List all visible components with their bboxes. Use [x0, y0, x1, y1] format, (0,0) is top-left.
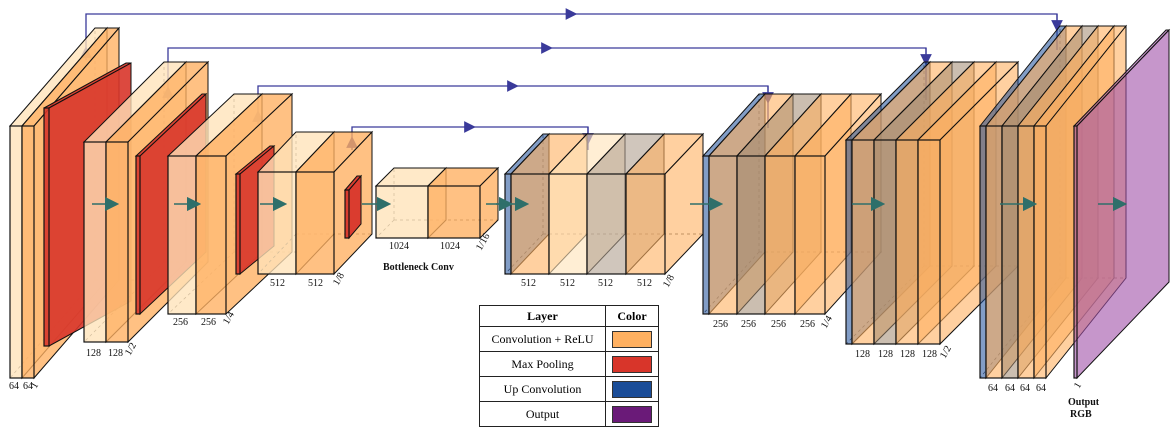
- enc4-ch1-label: 512: [270, 278, 285, 289]
- dec4-scale-label: 1/8: [661, 273, 677, 290]
- legend-pool-swatch: [612, 355, 652, 373]
- dec4-ch1-label: 512: [521, 278, 536, 289]
- legend-conv-label: Convolution + ReLU: [479, 326, 606, 352]
- legend-upconv-swatch: [612, 380, 652, 398]
- legend-row-conv: Convolution + ReLU: [479, 326, 659, 352]
- dec2-ch3-label: 128: [900, 349, 915, 360]
- bottleneck-ch2-label: 1024: [440, 241, 460, 252]
- enc2-scale-label: 1/2: [123, 341, 139, 358]
- enc1-ch2-label: 64: [23, 381, 33, 392]
- bottleneck-ch1-label: 1024: [389, 241, 409, 252]
- dec4-conv-d: [624, 132, 705, 276]
- dec3-ch2-label: 256: [741, 319, 756, 330]
- skip-connection-level1: [80, 8, 1063, 60]
- output-title-line2: RGB: [1070, 409, 1092, 420]
- bottleneck-title: Bottleneck Conv: [383, 262, 454, 273]
- skip-connection-level3: [252, 80, 774, 128]
- output-title-line1: Output: [1068, 397, 1100, 408]
- enc1-ch1-label: 64: [9, 381, 19, 392]
- legend-pool-label: Max Pooling: [479, 351, 606, 377]
- legend-row-pool: Max Pooling: [479, 351, 659, 377]
- legend-table: Layer Color Convolution + ReLU Max Pooli…: [479, 305, 659, 427]
- legend-output-swatch: [612, 405, 652, 423]
- enc4-pool: [343, 174, 363, 240]
- dec1-ch1-label: 64: [988, 383, 998, 394]
- enc2-ch1-label: 128: [86, 348, 101, 359]
- dec2-ch1-label: 128: [855, 349, 870, 360]
- legend-header-color: Color: [605, 305, 659, 327]
- dec4-ch4-label: 512: [637, 278, 652, 289]
- legend-conv-swatch: [612, 330, 652, 348]
- legend-output-label: Output: [479, 401, 606, 427]
- dec3-ch4-label: 256: [800, 319, 815, 330]
- legend-header-row: Layer Color: [479, 305, 659, 327]
- dec3-scale-label: 1/4: [819, 314, 835, 331]
- dec1-ch3-label: 64: [1020, 383, 1030, 394]
- dec2-ch4-label: 128: [922, 349, 937, 360]
- legend-row-output: Output: [479, 401, 659, 427]
- dec4-ch3-label: 512: [598, 278, 613, 289]
- dec4-ch2-label: 512: [560, 278, 575, 289]
- dec2-ch2-label: 128: [878, 349, 893, 360]
- dec1-ch4-label: 64: [1036, 383, 1046, 394]
- layer-boxes: [8, 24, 1171, 380]
- dec3-ch3-label: 256: [771, 319, 786, 330]
- enc3-ch2-label: 256: [201, 317, 216, 328]
- dec2-scale-label: 1/2: [938, 344, 954, 361]
- enc3-ch1-label: 256: [173, 317, 188, 328]
- bottleneck-conv-b: [426, 166, 500, 240]
- enc1-scale-label: 1: [29, 381, 41, 391]
- skip-connection-level2: [162, 42, 932, 100]
- enc2-ch2-label: 128: [108, 348, 123, 359]
- legend-upconv-label: Up Convolution: [479, 376, 606, 402]
- legend-row-upconv: Up Convolution: [479, 376, 659, 402]
- legend-header-layer: Layer: [479, 305, 606, 327]
- enc4-ch2-label: 512: [308, 278, 323, 289]
- dec1-ch2-label: 64: [1005, 383, 1015, 394]
- output-scale-label: 1: [1072, 381, 1084, 391]
- dec3-ch1-label: 256: [713, 319, 728, 330]
